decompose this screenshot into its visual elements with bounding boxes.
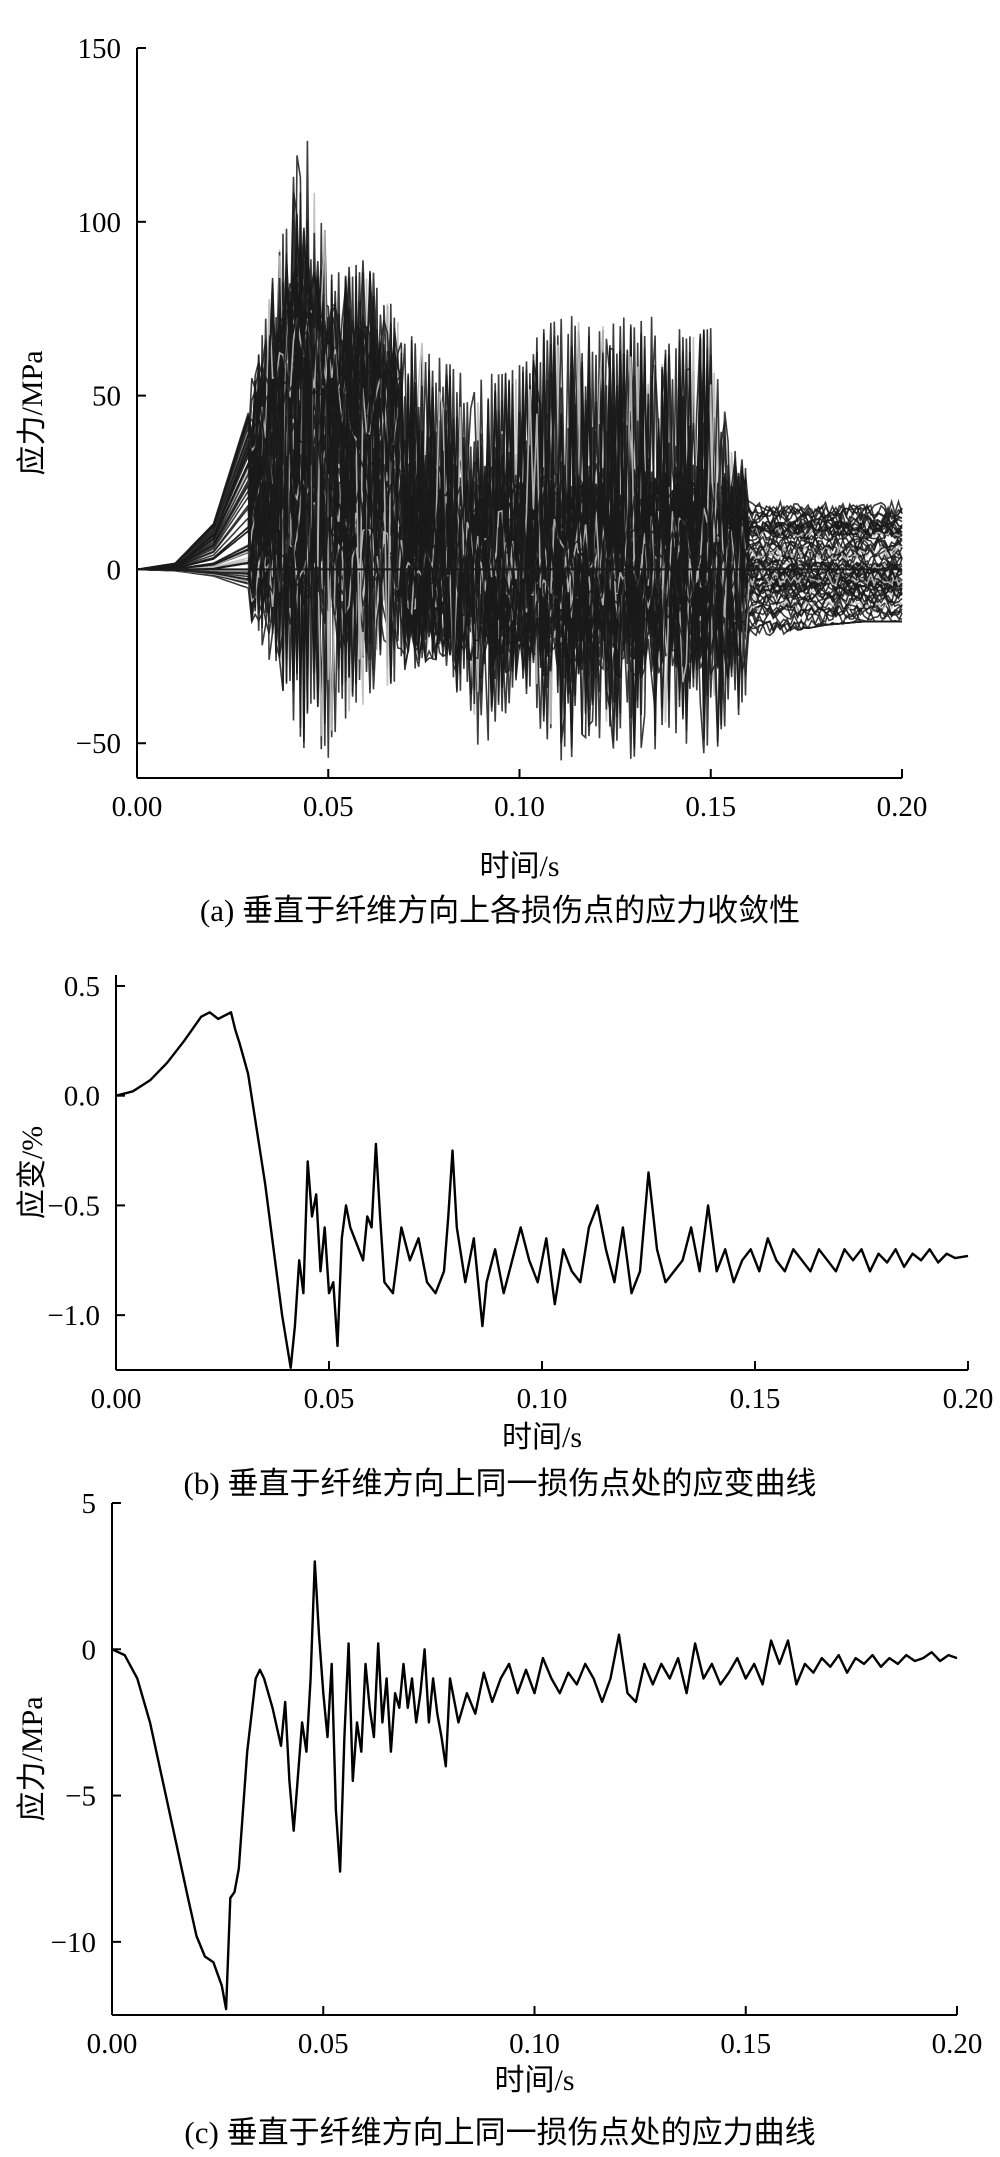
panel-a: 0.00 0.05 0.10 0.15 0.20 −50 0 50 100 150 时间/s 应力/M… [16, 33, 927, 928]
x-tick-label: 0.00 [91, 1383, 142, 1415]
y-tick-label: −1.0 [47, 1300, 100, 1332]
figure-caption: (b) 垂直于纤维方向上同一损伤点处的应变曲线 [184, 1466, 817, 1501]
x-tick-label: 0.20 [877, 791, 928, 823]
stress-trace-line [136, 254, 903, 715]
series-line [115, 1011, 969, 1369]
stress-trace-line [136, 277, 903, 729]
panel-c: 0.00 0.05 0.10 0.15 0.20 −10 −5 0 5 时间/s 应力/MPa (c)… [16, 1488, 982, 2150]
x-tick-label: 0.15 [720, 2028, 771, 2060]
x-tick-label: 0.10 [517, 1383, 568, 1415]
y-axis-label: 应力/MPa [16, 1696, 49, 1821]
figure-caption: (c) 垂直于纤维方向上同一损伤点处的应力曲线 [184, 2115, 815, 2150]
y-tick-label: 150 [78, 33, 122, 65]
plot-area [115, 1011, 969, 1369]
y-tick-label: −50 [76, 728, 121, 760]
x-tick-label: 0.20 [932, 2028, 983, 2060]
stress-trace-line [136, 232, 903, 748]
y-tick-label: 100 [78, 207, 122, 239]
y-tick-label: 0.0 [64, 1081, 100, 1113]
x-tick-label: 0.10 [509, 2028, 560, 2060]
y-tick-label: −10 [51, 1927, 96, 1959]
panel-b: 0.00 0.05 0.10 0.15 0.20 −1.0 −0.5 0.0 0.5 时间/s 应变… [16, 971, 993, 1501]
y-axis-label: 应力/MPa [16, 350, 49, 475]
figure-caption: (a) 垂直于纤维方向上各损伤点的应力收敛性 [200, 893, 800, 928]
y-tick-label: 0 [82, 1634, 97, 1666]
x-tick-label: 0.05 [304, 1383, 355, 1415]
y-tick-label: 0.5 [64, 971, 100, 1003]
y-tick-label: 50 [92, 381, 121, 413]
x-tick-label: 0.10 [494, 791, 545, 823]
x-axis-label: 时间/s [494, 2064, 574, 2097]
series-line [111, 1560, 958, 2011]
x-axis-label: 时间/s [479, 850, 559, 883]
x-axis-label: 时间/s [502, 1421, 582, 1454]
y-axis-label: 应变/% [16, 1126, 49, 1219]
x-tick-label: 0.00 [87, 2028, 138, 2060]
y-tick-label: −0.5 [47, 1190, 100, 1222]
plot-area [111, 1560, 958, 2011]
plot-area [136, 140, 903, 761]
stress-trace-line [136, 232, 903, 727]
x-tick-label: 0.15 [730, 1383, 781, 1415]
x-tick-label: 0.20 [943, 1383, 994, 1415]
y-tick-label: 5 [82, 1488, 97, 1520]
stress-trace-line [136, 230, 903, 696]
x-tick-label: 0.05 [298, 2028, 349, 2060]
y-tick-label: 0 [107, 554, 122, 586]
x-tick-label: 0.05 [303, 791, 354, 823]
stress-trace-line [136, 291, 902, 690]
x-tick-label: 0.00 [112, 791, 163, 823]
x-tick-label: 0.15 [685, 791, 736, 823]
y-tick-label: −5 [65, 1781, 96, 1813]
